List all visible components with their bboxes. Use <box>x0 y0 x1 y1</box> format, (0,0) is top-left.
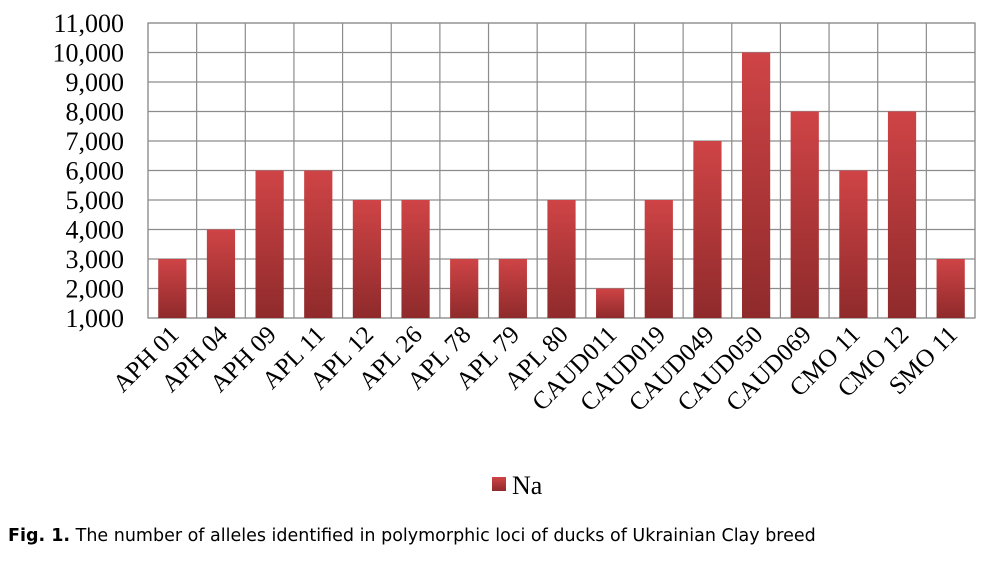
bar-caud011 <box>596 288 625 318</box>
bar-smo-11 <box>936 259 965 318</box>
bar-apl-80 <box>547 200 576 318</box>
grid-lines <box>147 22 976 319</box>
bar-apl-26 <box>401 200 430 318</box>
y-tick-label: 11,000 <box>53 9 124 38</box>
bar-apl-11 <box>304 170 333 318</box>
bar-caud050 <box>741 52 771 318</box>
bar-apl-79 <box>498 259 527 318</box>
y-tick-label: 7,000 <box>66 127 125 156</box>
y-tick-label: 9,000 <box>66 68 125 97</box>
legend-label-na: Na <box>512 471 543 500</box>
bar-aph-04 <box>206 229 236 318</box>
bar-cmo-12 <box>887 111 917 318</box>
bar-apl-78 <box>450 259 479 318</box>
y-tick-label: 2,000 <box>66 275 125 304</box>
bar-cmo-11 <box>839 170 868 318</box>
figure-caption-text: The number of alleles identified in poly… <box>75 526 816 546</box>
y-tick-label: 8,000 <box>66 98 125 127</box>
bars <box>158 52 965 318</box>
figure-caption: Fig. 1. The number of alleles identified… <box>8 526 816 546</box>
bar-aph-01 <box>158 259 187 318</box>
y-axis-ticks: 1,0002,0003,0004,0005,0006,0007,0008,000… <box>53 9 125 333</box>
y-tick-label: 10,000 <box>53 39 125 68</box>
legend-swatch-na <box>492 477 506 491</box>
bar-caud049 <box>693 141 722 318</box>
figure-label: Fig. 1. <box>8 526 71 546</box>
bar-apl-12 <box>352 200 382 318</box>
y-tick-label: 6,000 <box>66 157 125 186</box>
y-tick-label: 5,000 <box>66 186 125 215</box>
bar-caud019 <box>644 200 673 318</box>
y-tick-label: 3,000 <box>66 245 125 274</box>
bar-caud069 <box>790 111 819 318</box>
bar-aph-09 <box>255 170 284 318</box>
y-tick-label: 1,000 <box>66 304 125 333</box>
y-tick-label: 4,000 <box>66 216 125 245</box>
legend: Na <box>492 471 543 500</box>
bar-chart: 1,0002,0003,0004,0005,0006,0007,0008,000… <box>53 9 976 500</box>
